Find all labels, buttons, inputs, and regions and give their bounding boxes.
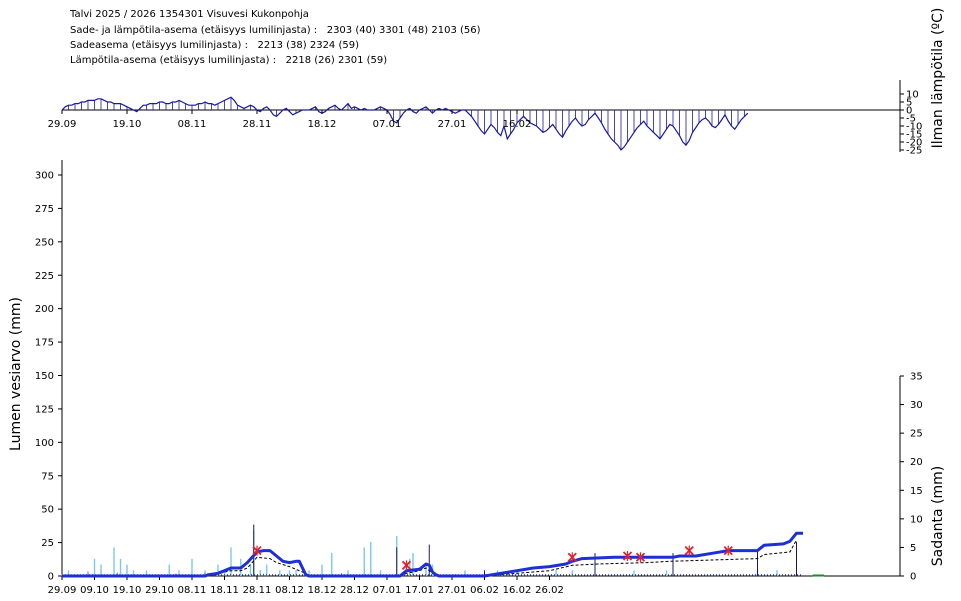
temperature-x-tick-label: 16.02 (503, 119, 532, 130)
swe-tick-label: 100 (35, 438, 54, 449)
snow-x-tick-label: 19.10 (113, 585, 142, 596)
temperature-tick-label: 10 (906, 90, 919, 101)
chart-title: Talvi 2025 / 2026 1354301 Visuvesi Kukon… (70, 9, 309, 20)
temperature-x-tick-label: 08.11 (178, 119, 207, 130)
precipitation-tick-label: 20 (910, 457, 923, 468)
swe-tick-label: 250 (35, 237, 54, 248)
snow-panel: 0 25 50 75 100 125 150 175 200 225 250 275 300 0 5 10 15… (35, 160, 923, 596)
swe-tick-label: 200 (35, 304, 54, 315)
temperature-x-tick-label: 28.11 (243, 119, 272, 130)
swe-tick-label: 175 (35, 338, 54, 349)
swe-tick-label: 225 (35, 271, 54, 282)
swe-tick-label: 50 (41, 505, 54, 516)
station-info-line-3: Lämpötila-asema (etäisyys lumilinjasta) … (70, 55, 388, 66)
swe-tick-label: 275 (35, 204, 54, 215)
precipitation-tick-label: 5 (910, 543, 916, 554)
precipitation-tick-label: 35 (910, 372, 923, 383)
precipitation-tick-label: 30 (910, 400, 923, 411)
temperature-x-tick-label: 19.10 (113, 119, 142, 130)
temperature-tick-label: -15 (906, 130, 922, 141)
precipitation-tick-label: 15 (910, 486, 923, 497)
temperature-x-tick-label: 29.09 (48, 119, 77, 130)
swe-observation-marker (622, 550, 633, 561)
snow-x-tick-label: 09.10 (80, 585, 109, 596)
swe-observation-marker (567, 552, 577, 563)
swe-tick-label: 25 (41, 538, 54, 549)
swe-tick-label: 300 (35, 171, 54, 182)
temperature-x-tick-label: 18.12 (308, 119, 337, 130)
swe-tick-label: 125 (35, 404, 54, 415)
snow-x-tick-label: 18.11 (210, 585, 239, 596)
swe-tick-label: 75 (41, 471, 54, 482)
snow-x-tick-label: 16.02 (503, 585, 532, 596)
temperature-x-tick-label: 07.01 (373, 119, 402, 130)
temperature-tick-label: -20 (906, 138, 922, 149)
snow-x-tick-label: 29.10 (145, 585, 174, 596)
precipitation-tick-label: 10 (910, 514, 923, 525)
snow-x-tick-label: 06.02 (470, 585, 499, 596)
snow-x-tick-label: 29.09 (48, 585, 77, 596)
snow-x-tick-label: 28.11 (243, 585, 272, 596)
swe-tick-label: 0 (48, 572, 54, 583)
station-info-line-2: Sadeasema (etäisyys lumilinjasta) : 2213… (70, 40, 359, 51)
swe-axis-label: Lumen vesiarvo (mm) (8, 297, 24, 451)
temperature-tick-label: -10 (906, 122, 922, 133)
temperature-tick-label: 0 (906, 106, 912, 117)
temperature-tick-label: -25 (906, 146, 922, 157)
swe-observation-marker (635, 552, 646, 563)
snow-x-tick-label: 07.01 (373, 585, 402, 596)
swe-observed-line (204, 539, 797, 577)
swe-model-line (62, 531, 803, 578)
swe-observation-marker (684, 545, 694, 556)
temperature-line (61, 96, 749, 151)
swe-observation-marker (401, 560, 412, 571)
precipitation-tick-label: 0 (910, 572, 916, 583)
snow-x-tick-label: 27.01 (438, 585, 467, 596)
precipitation-axis-label: Sadanta (mm) (930, 466, 946, 567)
snow-x-tick-label: 08.11 (178, 585, 207, 596)
snow-x-tick-label: 17.01 (405, 585, 434, 596)
temperature-x-tick-label: 27.01 (438, 119, 467, 130)
snow-x-tick-label: 18.12 (308, 585, 337, 596)
precipitation-tick-label: 25 (910, 429, 923, 440)
snow-x-tick-label: 28.12 (340, 585, 369, 596)
temperature-tick-label: -5 (906, 114, 916, 125)
swe-observation-marker (723, 545, 733, 556)
station-info-line-1: Sade- ja lämpötila-asema (etäisyys lumil… (70, 25, 481, 36)
temperature-tick-label: 5 (906, 98, 912, 109)
swe-tick-label: 150 (35, 371, 54, 382)
snow-x-tick-label: 08.12 (275, 585, 304, 596)
snow-x-tick-label: 26.02 (535, 585, 564, 596)
temperature-axis-label: Ilman lämpötila (ºC) (930, 8, 946, 149)
swe-observation-marker (252, 545, 262, 556)
